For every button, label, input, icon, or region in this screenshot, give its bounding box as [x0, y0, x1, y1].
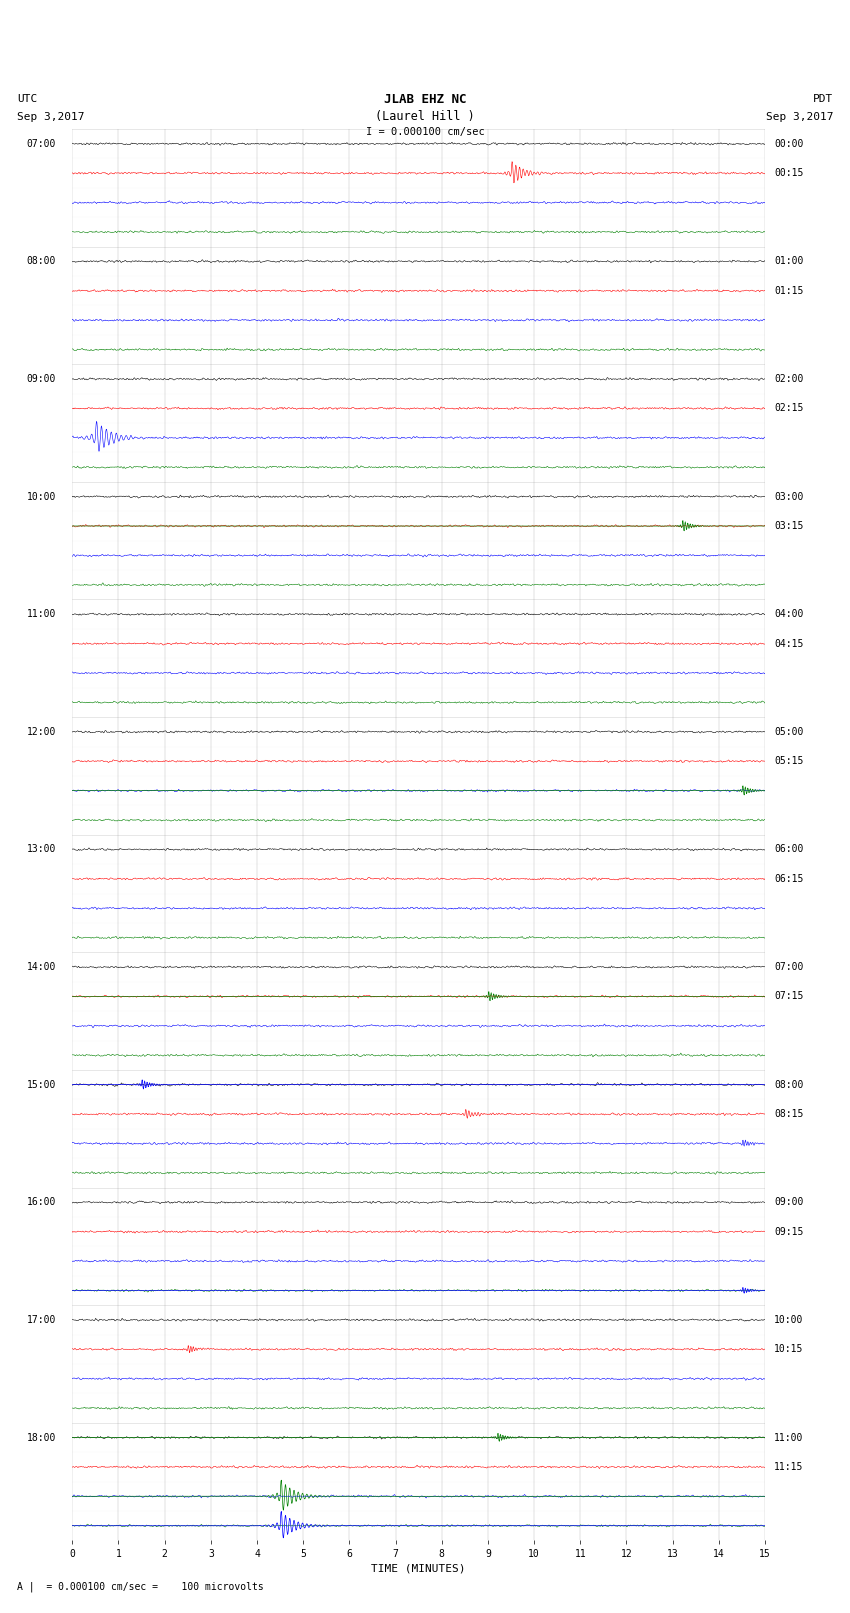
Text: 03:00: 03:00 — [774, 492, 803, 502]
Text: 08:00: 08:00 — [774, 1079, 803, 1090]
Text: 13:00: 13:00 — [26, 845, 56, 855]
Text: (Laurel Hill ): (Laurel Hill ) — [375, 110, 475, 124]
Text: 10:00: 10:00 — [26, 492, 56, 502]
Text: I = 0.000100 cm/sec: I = 0.000100 cm/sec — [366, 127, 484, 137]
Text: 02:00: 02:00 — [774, 374, 803, 384]
Text: 18:00: 18:00 — [26, 1432, 56, 1442]
Text: 04:00: 04:00 — [774, 610, 803, 619]
Text: 05:00: 05:00 — [774, 727, 803, 737]
Text: 08:15: 08:15 — [774, 1110, 803, 1119]
Text: 11:00: 11:00 — [774, 1432, 803, 1442]
Text: 02:15: 02:15 — [774, 403, 803, 413]
Text: PDT: PDT — [813, 94, 833, 105]
Text: 11:00: 11:00 — [26, 610, 56, 619]
Text: 09:15: 09:15 — [774, 1226, 803, 1237]
Text: 01:00: 01:00 — [774, 256, 803, 266]
Text: 12:00: 12:00 — [26, 727, 56, 737]
Text: 04:15: 04:15 — [774, 639, 803, 648]
Text: Sep 3,2017: Sep 3,2017 — [17, 111, 84, 123]
Text: 00:00: 00:00 — [774, 139, 803, 148]
Text: 07:00: 07:00 — [774, 961, 803, 973]
Text: 09:00: 09:00 — [774, 1197, 803, 1207]
Text: 00:15: 00:15 — [774, 168, 803, 177]
Text: 05:15: 05:15 — [774, 756, 803, 766]
Text: 07:15: 07:15 — [774, 992, 803, 1002]
Text: 06:15: 06:15 — [774, 874, 803, 884]
X-axis label: TIME (MINUTES): TIME (MINUTES) — [371, 1563, 466, 1574]
Text: 09:00: 09:00 — [26, 374, 56, 384]
Text: Sep 3,2017: Sep 3,2017 — [766, 111, 833, 123]
Text: 17:00: 17:00 — [26, 1315, 56, 1324]
Text: 10:00: 10:00 — [774, 1315, 803, 1324]
Text: 07:00: 07:00 — [26, 139, 56, 148]
Text: 08:00: 08:00 — [26, 256, 56, 266]
Text: 14:00: 14:00 — [26, 961, 56, 973]
Text: UTC: UTC — [17, 94, 37, 105]
Text: 03:15: 03:15 — [774, 521, 803, 531]
Text: 06:00: 06:00 — [774, 845, 803, 855]
Text: 10:15: 10:15 — [774, 1344, 803, 1355]
Text: 15:00: 15:00 — [26, 1079, 56, 1090]
Text: JLAB EHZ NC: JLAB EHZ NC — [383, 92, 467, 106]
Text: A |  = 0.000100 cm/sec =    100 microvolts: A | = 0.000100 cm/sec = 100 microvolts — [17, 1582, 264, 1592]
Text: 16:00: 16:00 — [26, 1197, 56, 1207]
Text: 01:15: 01:15 — [774, 286, 803, 295]
Text: 11:15: 11:15 — [774, 1461, 803, 1473]
